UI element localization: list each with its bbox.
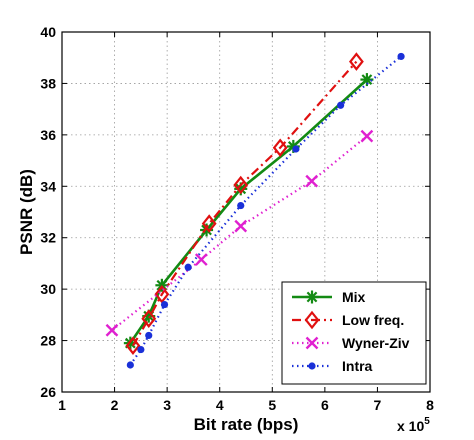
asterisk-stroke [361,74,373,85]
legend-box [281,281,427,385]
data-point-intra [292,145,300,153]
series-intra [126,52,405,369]
legend-label-wyner-ziv: Wyner-Ziv [342,335,410,351]
legend-marker-wyner-ziv [305,336,319,350]
dot-shape [337,101,345,109]
legend-marker-intra [308,362,316,370]
y-tick-label: 40 [40,24,56,40]
legend-entry-wyner-ziv: Wyner-Ziv [292,335,410,351]
data-point-intra [137,345,145,354]
x-tick-label: 7 [374,397,382,413]
series-wyner-ziv [105,129,374,337]
y-tick-label: 36 [40,127,56,143]
dot-shape [137,345,145,354]
x-tick-label: 8 [426,397,434,413]
diamond-shape [233,175,249,195]
data-point-wyner-ziv [105,323,119,337]
x-tick-label: 3 [163,397,171,413]
x-tick-label: 4 [216,397,224,413]
legend-label-low-freq: Low freq. [342,312,404,328]
diamond-shape [348,52,364,71]
data-point-intra [337,101,345,109]
y-tick-label: 38 [40,75,56,91]
dot-shape [126,361,134,369]
x-multiplier-base: x 10 [397,418,424,434]
diamond-shape [201,214,217,233]
data-point-low-freq [154,285,170,304]
legend-entry-mix: Mix [292,289,366,305]
dot-shape [292,145,300,153]
plot-frame [61,31,431,393]
x-stroke [305,174,319,188]
dot-shape [184,263,192,271]
series-low-freq [125,52,364,355]
legend-marker-low-freq [304,310,320,330]
asterisk-stroke [287,141,299,152]
data-point-intra [397,52,405,61]
data-point-intra [160,300,169,309]
y-tick-label: 32 [40,230,56,246]
data-point-intra [184,263,192,271]
x-tick-label: 5 [268,397,276,413]
data-point-low-freq [125,336,141,355]
legend: Mix Low freq. Wyner-Ziv Intra [281,281,427,385]
y-tick-label: 28 [40,333,56,349]
y-tick-label: 34 [40,178,56,194]
dot-shape [397,52,405,61]
x-tick-label: 2 [111,397,119,413]
data-point-low-freq [348,52,364,71]
x-tick-label: 6 [321,397,329,413]
diamond-shape [304,310,320,330]
data-point-wyner-ziv [194,253,208,266]
y-axis-label: PSNR (dB) [17,169,36,255]
dot-shape [160,300,169,309]
data-point-low-freq [141,309,157,328]
x-stroke [234,219,248,233]
x-stroke [360,129,374,143]
x-axis-multiplier: x 105 [397,416,430,434]
series-line-low-freq [132,60,358,347]
diamond-shape [272,138,288,157]
data-point-wyner-ziv [360,129,374,143]
legend-label-intra: Intra [342,358,373,374]
data-point-intra [126,361,134,369]
data-point-wyner-ziv [305,174,319,188]
dot-shape [237,201,245,210]
x-stroke [194,253,208,266]
diamond-shape [141,309,157,328]
series-line-intra [129,55,402,366]
x-stroke [105,323,119,337]
data-point-low-freq [272,138,288,157]
legend-marker-mix [305,290,319,304]
data-point-low-freq [201,214,217,233]
x-tick-label: 1 [58,397,66,413]
data-point-intra [145,331,153,340]
dot-shape [145,331,153,340]
diamond-shape [125,336,141,355]
y-tick-label: 26 [40,384,56,400]
x-axis-label: Bit rate (bps) [194,415,299,434]
y-tick-label: 30 [40,281,56,297]
asterisk-stroke [235,183,247,195]
legend-entry-low-freq: Low freq. [292,310,404,330]
legend-entry-intra: Intra [292,358,373,374]
legend-label-mix: Mix [342,289,366,305]
asterisk-stroke [143,310,155,322]
asterisk-stroke [306,291,318,303]
dot-shape [308,362,316,370]
x-stroke [305,336,319,350]
data-point-low-freq [233,175,249,195]
series-layer [105,52,405,369]
data-point-wyner-ziv [234,219,248,233]
data-point-intra [237,201,245,210]
diamond-shape [154,285,170,304]
x-multiplier-exponent: 5 [424,416,430,427]
